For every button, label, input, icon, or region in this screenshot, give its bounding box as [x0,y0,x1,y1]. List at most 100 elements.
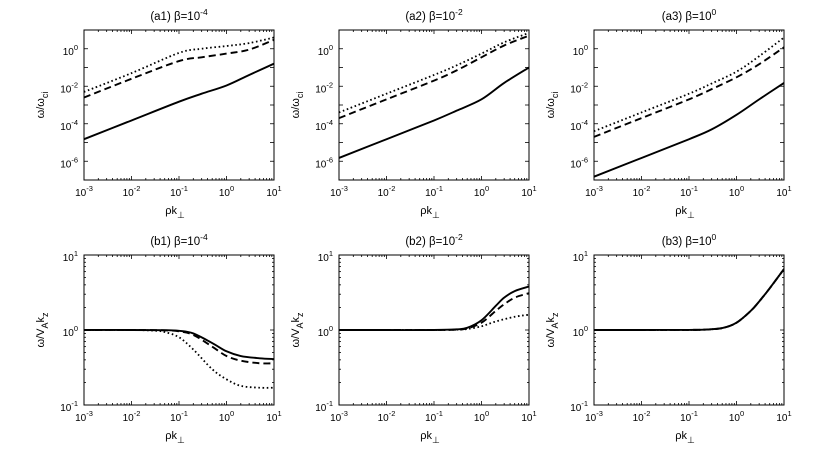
series-solid-line [84,62,274,141]
series-solid-line [594,268,784,331]
axes-frame [593,29,785,181]
panel-a1: 10-3 10-2 10-1 100 101 10-6 10-4 10-2 100 (a1) β=… [35,7,282,220]
y-axis-label: ω/VAkz [290,312,305,348]
y-tick-label: 10-1 [60,399,78,414]
x-tick-label: 10-2 [378,184,396,199]
y-axis-label: ω/ωci [35,92,50,119]
axes-frame [83,29,275,181]
panel-a2: 10-3 10-2 10-1 100 101 10-6 10-4 10-2 100 (a2) β=… [290,7,537,220]
series-solid-line [339,66,529,159]
axes-frame [338,29,530,181]
x-tick-label: 101 [776,409,791,424]
x-tick-label: 10-3 [330,184,348,199]
series-dashed-line [84,329,274,365]
panel-title: (b1) β=10-4 [150,232,208,248]
x-tick-label: 10-2 [123,409,141,424]
x-tick-label: 101 [266,409,281,424]
y-axis-label: ω/ωci [290,92,305,119]
x-tick-label: 100 [219,409,234,424]
y-tick-label: 10-1 [570,399,588,414]
series-dotted-line [84,329,274,389]
x-tick-label: 10-2 [378,409,396,424]
y-tick-label: 10-2 [60,80,78,95]
curves [339,32,529,159]
y-tick-label: 10-4 [570,118,588,133]
x-tick-label: 100 [474,184,489,199]
panel-title: (a3) β=100 [662,7,717,23]
x-tick-label: 101 [266,184,281,199]
x-tick-label: 10-3 [585,184,603,199]
panel-title: (a1) β=10-4 [150,7,208,23]
x-axis-label: ρk⊥ [420,430,440,445]
y-axis-label: ω/VAkz [35,312,50,348]
x-tick-label: 10-3 [330,409,348,424]
x-tick-label: 10-1 [680,409,698,424]
y-tick-label: 100 [318,43,333,58]
panel-title: (b3) β=100 [662,232,717,248]
series-dashed-line [84,38,274,99]
x-axis-label: ρk⊥ [675,205,695,220]
series-dashed-line [594,268,784,331]
series-dotted-line [339,313,529,331]
y-axis-label: ω/ωci [545,92,560,119]
x-tick-label: 101 [776,184,791,199]
x-axis-label: ρk⊥ [165,205,185,220]
series-dotted-line [84,36,274,93]
panel-b1: 10-3 10-2 10-1 100 101 10-1 100 101 (b1) β=10-4 ρ… [35,232,282,445]
panel-b2: 10-3 10-2 10-1 100 101 10-1 100 101 (b2) β=10-2 ρ… [290,232,537,445]
x-axis-label: ρk⊥ [165,430,185,445]
series-dotted-line [594,36,784,133]
series-solid-line [84,329,274,360]
x-tick-label: 10-1 [425,409,443,424]
series-dashed-line [339,34,529,119]
series-dotted-line [594,268,784,331]
series-dashed-line [339,292,529,331]
x-tick-label: 101 [521,409,536,424]
y-tick-label: 100 [63,43,78,58]
x-axis-label: ρk⊥ [420,205,440,220]
x-axis-label: ρk⊥ [675,430,695,445]
y-tick-label: 10-2 [570,80,588,95]
y-tick-label: 100 [63,324,78,339]
y-tick-label: 10-1 [315,399,333,414]
y-tick-label: 10-4 [60,118,78,133]
y-tick-label: 101 [573,249,588,264]
y-tick-label: 100 [573,324,588,339]
series-dotted-line [339,32,529,114]
y-tick-label: 100 [318,324,333,339]
y-axis-label: ω/VAkz [545,312,560,348]
y-tick-label: 10-6 [315,155,333,170]
curves [84,36,274,141]
x-tick-label: 10-2 [123,184,141,199]
series-dashed-line [594,46,784,138]
series-solid-line [594,82,784,178]
x-tick-label: 10-2 [633,409,651,424]
series-solid-line [339,285,529,331]
y-tick-label: 10-6 [570,155,588,170]
x-tick-label: 10-3 [75,409,93,424]
curves [594,268,784,331]
curves [339,285,529,331]
x-tick-label: 100 [219,184,234,199]
x-tick-label: 100 [474,409,489,424]
x-tick-label: 101 [521,184,536,199]
panel-a3: 10-3 10-2 10-1 100 101 10-6 10-4 10-2 100 (a3) β=… [545,7,792,220]
y-tick-label: 10-6 [60,155,78,170]
x-tick-label: 100 [729,409,744,424]
curves [594,36,784,178]
x-tick-label: 10-3 [75,184,93,199]
panel-title: (a2) β=10-2 [405,7,463,23]
curves [84,329,274,389]
x-tick-label: 10-1 [425,184,443,199]
x-tick-label: 10-3 [585,409,603,424]
x-tick-label: 10-1 [170,184,188,199]
y-tick-label: 101 [63,249,78,264]
panel-b3: 10-3 10-2 10-1 100 101 10-1 100 101 (b3) β=100 ρk… [545,232,792,445]
x-tick-label: 10-1 [170,409,188,424]
y-tick-label: 10-4 [315,118,333,133]
x-tick-label: 10-2 [633,184,651,199]
y-tick-label: 101 [318,249,333,264]
panel-title: (b2) β=10-2 [405,232,463,248]
y-tick-label: 10-2 [315,80,333,95]
